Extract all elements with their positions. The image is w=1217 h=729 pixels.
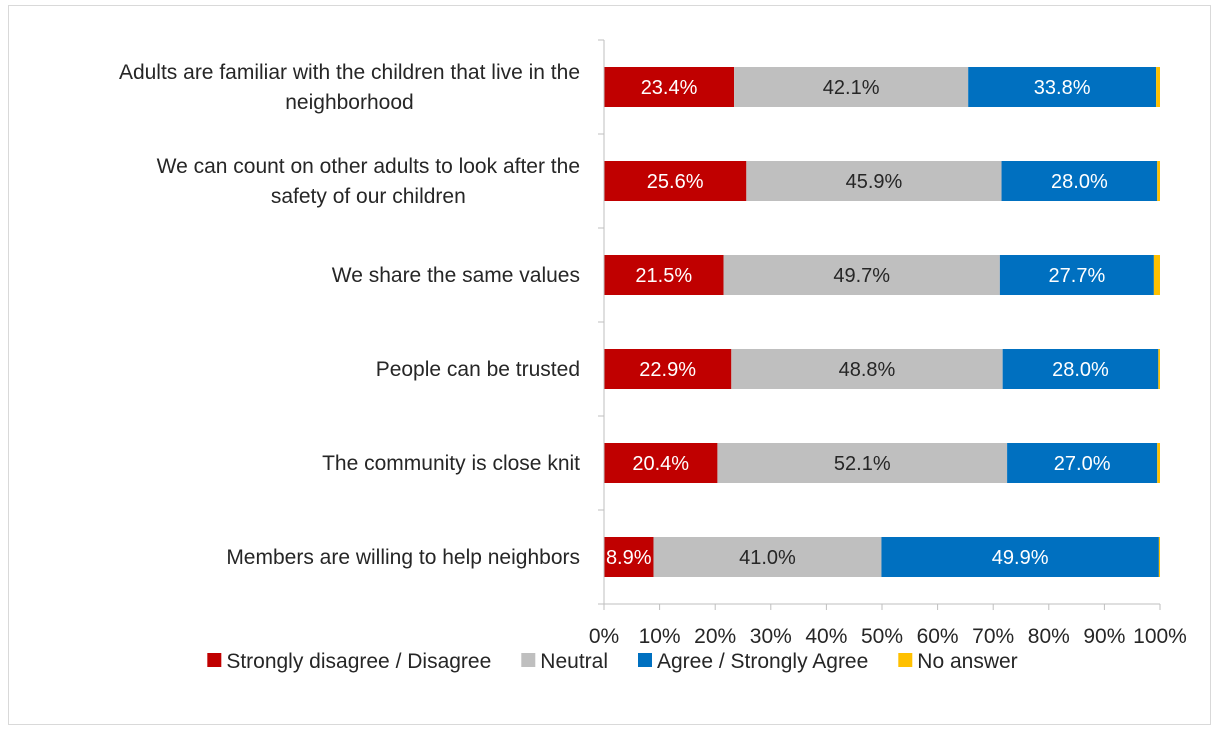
legend-label: Neutral <box>540 650 608 673</box>
legend-label: Strongly disagree / Disagree <box>226 650 491 673</box>
x-tick-label: 100% <box>1133 625 1187 648</box>
bar-segment <box>604 349 732 389</box>
bar-segment <box>746 161 1002 201</box>
bar-segment <box>1157 161 1160 201</box>
bar-segment <box>723 255 1000 295</box>
data-label: 42.1% <box>823 77 880 99</box>
data-label: 45.9% <box>846 171 903 193</box>
bar-segment <box>999 255 1154 295</box>
x-tick-label: 90% <box>1083 625 1125 648</box>
data-label: 52.1% <box>834 453 891 475</box>
legend: Strongly disagree / Disagree Neutral Agree… <box>207 650 1018 673</box>
category-label: People can be trusted <box>376 358 580 381</box>
bar-segment <box>1156 67 1160 107</box>
data-label: 41.0% <box>739 547 796 569</box>
data-label: 33.8% <box>1034 77 1091 99</box>
category-label: Adults are familiar with the children th… <box>119 61 580 84</box>
bars-layer <box>604 67 1160 577</box>
legend-swatch <box>521 653 536 667</box>
x-tick-label: 40% <box>805 625 847 648</box>
chart-frame <box>8 5 1211 725</box>
data-label: 49.7% <box>833 265 890 287</box>
legend-swatch <box>638 653 652 667</box>
category-label: We can count on other adults to look aft… <box>157 155 580 178</box>
bar-segment <box>1158 349 1160 389</box>
bar-segment <box>604 443 718 483</box>
data-label: 20.4% <box>632 453 689 475</box>
data-label: 22.9% <box>639 359 696 381</box>
x-tick-label: 10% <box>639 625 681 648</box>
legend-item: Strongly disagree / Disagree <box>207 650 491 673</box>
data-label: 28.0% <box>1051 171 1108 193</box>
data-label: 28.0% <box>1052 359 1109 381</box>
x-tick-label: 0% <box>589 625 619 648</box>
bar-segment <box>1001 161 1158 201</box>
category-label: We share the same values <box>332 264 580 287</box>
legend-item: Neutral <box>521 650 608 673</box>
data-label: 21.5% <box>635 265 692 287</box>
data-label: 49.9% <box>992 547 1049 569</box>
x-tick-label: 30% <box>750 625 792 648</box>
x-tick-label: 20% <box>694 625 736 648</box>
bar-segment <box>968 67 1157 107</box>
data-label: 23.4% <box>641 77 698 99</box>
bar-segment <box>1002 349 1159 389</box>
bar-segment <box>653 537 882 577</box>
legend-label: Agree / Strongly Agree <box>657 650 868 673</box>
legend-item: No answer <box>898 650 1018 673</box>
x-tick-label: 60% <box>917 625 959 648</box>
labels-layer: 23.4% 42.1% 33.8% Adults are familiar with … <box>119 61 1111 569</box>
legend-item: Agree / Strongly Agree <box>638 650 868 673</box>
bar-segment <box>717 443 1008 483</box>
axes-layer: 0% 10% 20% 30% 40% 50% 60% 70% 80% 90% 100% <box>589 39 1187 648</box>
data-label: 27.7% <box>1049 265 1106 287</box>
data-label: 8.9% <box>606 547 652 569</box>
data-label: 27.0% <box>1054 453 1111 475</box>
category-label: The community is close knit <box>322 452 580 475</box>
bar-segment <box>1153 255 1160 295</box>
legend-label: No answer <box>917 650 1017 673</box>
legend-swatch <box>898 653 913 667</box>
bar-segment <box>604 255 724 295</box>
legend-swatch <box>207 653 222 667</box>
category-label: neighborhood <box>285 91 413 114</box>
data-label: 48.8% <box>839 359 896 381</box>
x-tick-label: 80% <box>1028 625 1070 648</box>
bar-segment <box>604 67 735 107</box>
category-label: safety of our children <box>271 185 466 208</box>
bar-segment <box>734 67 969 107</box>
bar-segment <box>604 537 654 577</box>
bar-segment <box>604 161 747 201</box>
bar-segment <box>1007 443 1158 483</box>
x-tick-label: 70% <box>972 625 1014 648</box>
bar-segment <box>1157 443 1160 483</box>
bar-segment <box>731 349 1003 389</box>
category-label: Members are willing to help neighbors <box>226 546 580 569</box>
data-label: 25.6% <box>647 171 704 193</box>
bar-segment <box>1158 537 1160 577</box>
x-tick-label: 50% <box>861 625 903 648</box>
bar-segment <box>881 537 1159 577</box>
